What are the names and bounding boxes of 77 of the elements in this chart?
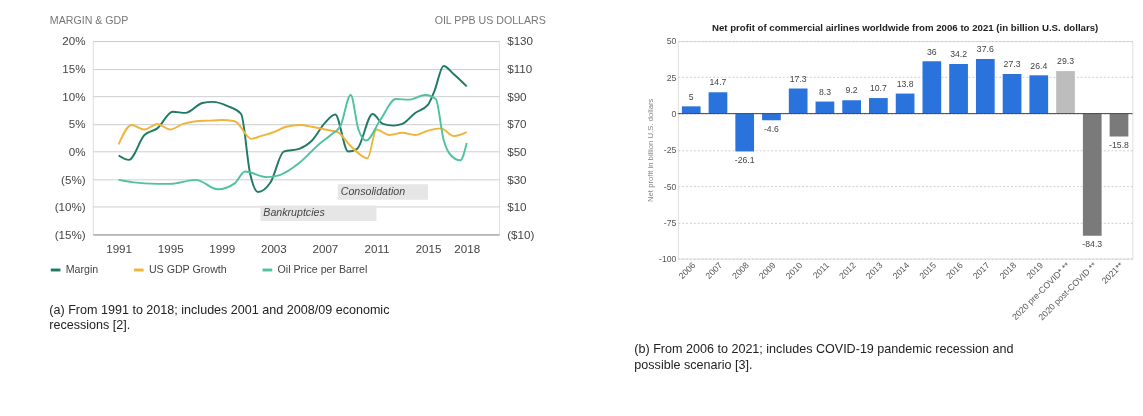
data-label: 34.2 xyxy=(950,49,968,60)
y-tick-label: 20% xyxy=(62,34,86,48)
data-label: -84.3 xyxy=(1082,239,1103,250)
x-tick-label: 2007 xyxy=(312,242,339,256)
y-axis-title: Net profit in billion U.S. dollars xyxy=(646,98,656,203)
data-label: 26.4 xyxy=(1030,60,1048,71)
y2-tick-label: ($10) xyxy=(507,227,535,241)
x-tick-label: 2018 xyxy=(454,242,481,256)
y-tick-label: (15%) xyxy=(54,227,86,241)
y-tick-label: 0 xyxy=(671,108,677,119)
data-label: 36 xyxy=(927,46,937,57)
data-label: 14.7 xyxy=(709,77,727,88)
y-tick-label: 10% xyxy=(62,89,86,103)
y2-axis-title: OIL PPB US DOLLARS xyxy=(434,14,546,27)
x-tick-label: 1995 xyxy=(157,242,184,256)
y-tick-label: 5% xyxy=(68,117,86,131)
y2-tick-label: $30 xyxy=(507,172,527,186)
chart-title: Net profit of commercial airlines worldwide from 2006 to 2021 (in billion U.S. dollars) xyxy=(711,22,1099,34)
bar xyxy=(869,98,888,114)
y-tick-label: -100 xyxy=(659,254,677,265)
data-label: -4.6 xyxy=(763,123,780,134)
data-label: 5 xyxy=(688,91,694,102)
data-label: 8.3 xyxy=(818,86,832,97)
bar xyxy=(1002,73,1022,114)
line-series xyxy=(117,119,468,160)
data-label: 10.7 xyxy=(869,83,887,94)
bar xyxy=(762,113,781,121)
bar xyxy=(842,100,861,114)
bar xyxy=(1082,113,1102,236)
y-tick-label: -25 xyxy=(663,145,677,156)
y2-tick-label: $90 xyxy=(507,89,527,103)
y-tick-label: (10%) xyxy=(54,200,86,214)
bar xyxy=(681,106,701,114)
y-tick-label: 15% xyxy=(62,62,86,76)
bar xyxy=(922,61,942,114)
bar xyxy=(949,63,968,114)
x-tick-label: 1991 xyxy=(106,242,132,256)
data-label: 29.3 xyxy=(1057,56,1075,67)
y-tick-label: 50 xyxy=(666,36,677,47)
y2-tick-label: $130 xyxy=(507,34,533,48)
text: (b) From 2006 to 2021; includes COVID-19 pandemic recession and possible scenario [3]. xyxy=(634,342,1014,372)
bar xyxy=(788,88,808,114)
bar xyxy=(1056,71,1075,114)
line-series xyxy=(117,64,468,193)
y-tick-label: 0% xyxy=(68,144,86,158)
legend-label: Oil Price per Barrel xyxy=(277,262,368,275)
band-label: Consolidation xyxy=(340,184,406,197)
x-tick-label: 2015 xyxy=(415,242,442,256)
y2-tick-label: $10 xyxy=(507,200,527,214)
bar xyxy=(975,59,995,114)
y-tick-label: -50 xyxy=(663,181,677,192)
y2-tick-label: $70 xyxy=(507,117,527,131)
data-label: -15.8 xyxy=(1109,140,1130,151)
data-label: 27.3 xyxy=(1003,59,1021,70)
data-label: 13.8 xyxy=(896,78,914,89)
bar xyxy=(735,113,755,152)
legend-label: US GDP Growth xyxy=(148,262,227,275)
band-label: Bankruptcies xyxy=(263,206,326,219)
x-tick-label: 2003 xyxy=(260,242,287,256)
x-tick-label: 2011 xyxy=(364,242,390,256)
bar xyxy=(895,93,915,114)
y2-tick-label: $50 xyxy=(507,144,527,158)
text: (a) From 1991 to 2018; includes 2001 and 2008/09 economic recessions [2]. xyxy=(49,302,390,333)
data-label: -26.1 xyxy=(734,155,755,166)
y-axis-title: MARGIN & GDP xyxy=(49,14,129,27)
bar xyxy=(708,92,728,114)
data-label: 17.3 xyxy=(789,73,807,84)
x-tick-label: 1999 xyxy=(209,242,236,256)
data-label: 9.2 xyxy=(845,85,858,96)
bar xyxy=(1109,113,1129,137)
y-tick-label: 25 xyxy=(666,72,677,83)
y-tick-label: (5%) xyxy=(61,172,86,186)
y2-tick-label: $110 xyxy=(507,62,533,76)
bar xyxy=(1029,75,1049,114)
legend-label: Margin xyxy=(65,262,99,275)
y-tick-label: -75 xyxy=(663,217,677,228)
data-label: 37.6 xyxy=(976,44,994,55)
